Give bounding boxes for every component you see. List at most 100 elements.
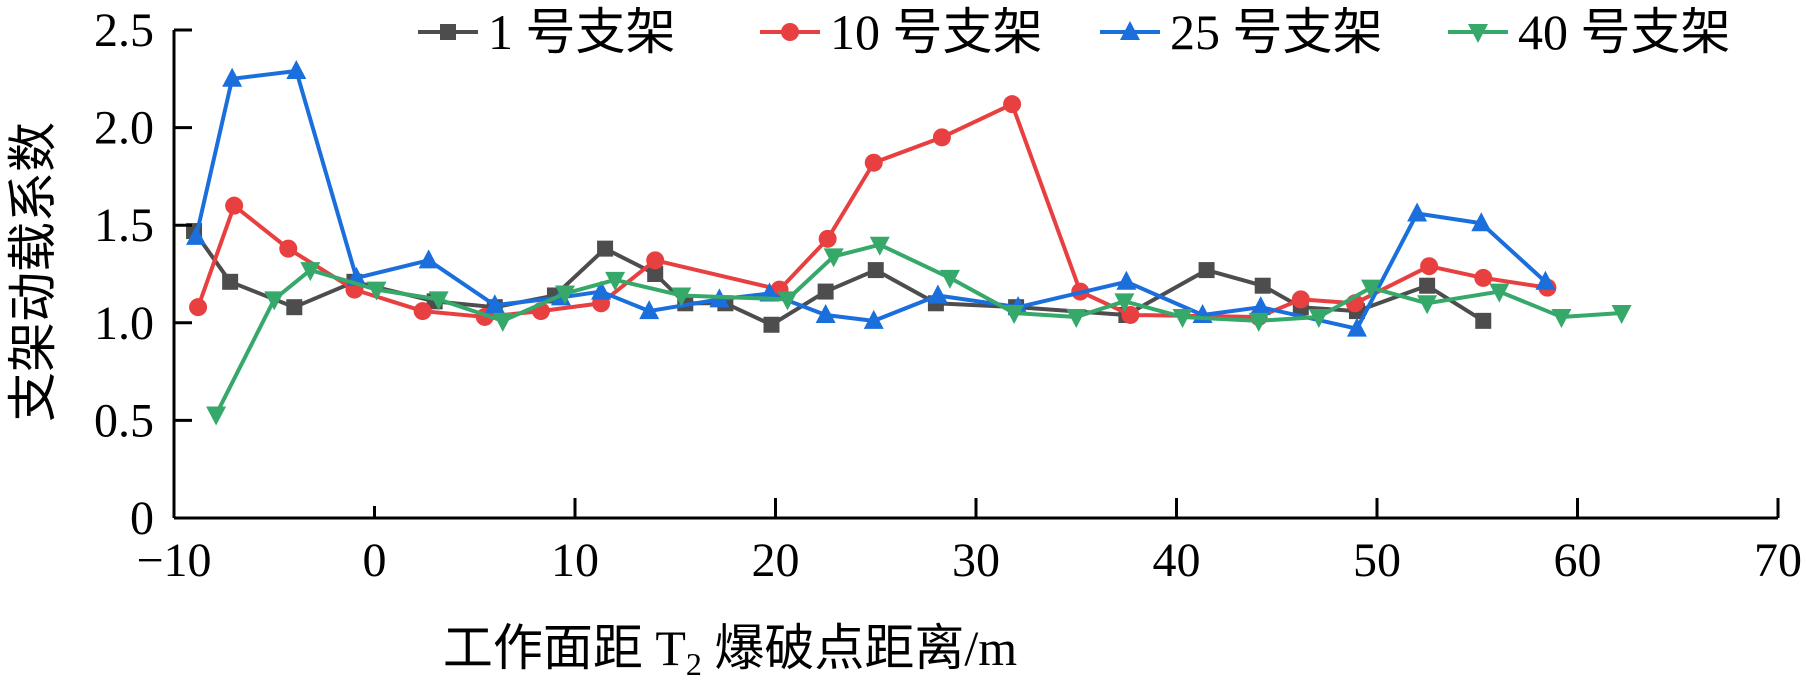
triangle-down-marker	[823, 248, 844, 268]
legend-item: 1 号支架	[418, 4, 676, 60]
square-marker	[222, 273, 239, 290]
legend-item: 40 号支架	[1448, 4, 1731, 60]
y-tick-label: 0	[130, 492, 154, 545]
x-tick-label: −10	[136, 534, 211, 587]
triangle-down-marker	[366, 281, 387, 301]
triangle-down-marker	[1172, 308, 1193, 328]
triangle-down-marker	[1066, 308, 1087, 328]
triangle-up-marker	[484, 294, 505, 314]
triangle-up-marker	[1535, 270, 1556, 290]
triangle-down-marker	[1489, 283, 1510, 303]
circle-marker	[932, 128, 951, 147]
triangle-down-marker	[1114, 293, 1135, 313]
square-marker	[597, 240, 614, 257]
triangle-up-marker	[927, 284, 948, 304]
circle-marker	[646, 251, 665, 270]
triangle-up-marker	[815, 303, 836, 323]
x-tick-label: 60	[1554, 534, 1602, 587]
triangle-up-marker	[418, 249, 439, 269]
series-line	[192, 229, 1485, 327]
x-axis-title: 工作面距 T2 爆破点距离/m	[443, 620, 1017, 682]
circle-marker	[864, 153, 883, 172]
legend-label: 10 号支架	[830, 4, 1043, 60]
legend-label: 25 号支架	[1170, 4, 1383, 60]
triangle-up-marker	[1471, 212, 1492, 232]
triangle-up-marker	[591, 280, 612, 300]
square-marker	[1475, 312, 1492, 329]
x-tick-label: 0	[363, 534, 387, 587]
triangle-down-marker	[605, 271, 626, 291]
series-circle	[189, 95, 1557, 326]
y-axis-ticks: 0 0.5 1.0 1.5 2.0 2.5	[94, 4, 192, 545]
circle-marker	[189, 298, 208, 317]
legend-item: 25 号支架	[1100, 4, 1383, 60]
legend-item: 10 号支架	[760, 4, 1043, 60]
y-tick-label: 2.5	[94, 4, 154, 57]
legend-label: 1 号支架	[488, 4, 676, 60]
x-tick-label: 40	[1153, 534, 1201, 587]
triangle-up-marker	[639, 300, 660, 320]
y-tick-label: 1.5	[94, 199, 154, 252]
triangle-up-marker	[1116, 270, 1137, 290]
circle-marker	[818, 229, 837, 248]
x-tick-label: 50	[1353, 534, 1401, 587]
series-line	[214, 242, 1622, 416]
triangle-up-marker	[286, 59, 307, 79]
y-tick-label: 2.0	[94, 102, 154, 155]
circle-marker	[1474, 268, 1493, 287]
circle-marker	[781, 23, 799, 41]
square-marker	[763, 316, 780, 333]
circle-marker	[413, 302, 432, 321]
series-line	[194, 68, 1547, 331]
triangle-up-marker	[186, 225, 207, 245]
triangle-down-marker	[1248, 312, 1269, 332]
triangle-down-marker	[1417, 295, 1438, 315]
triangle-down-marker	[1360, 279, 1381, 299]
triangle-up-marker	[1250, 296, 1271, 316]
square-marker	[440, 24, 456, 40]
x-axis-ticks: −10 0 10 20 30 40 50 60 70	[136, 498, 1802, 587]
series-line	[196, 102, 1548, 319]
triangle-down-marker	[671, 287, 692, 307]
triangle-down-marker	[428, 291, 449, 311]
y-tick-label: 1.0	[94, 297, 154, 350]
square-marker	[286, 299, 303, 316]
circle-marker	[279, 239, 298, 258]
triangle-down-marker	[206, 406, 227, 426]
triangle-down-marker	[554, 285, 575, 305]
square-marker	[1419, 277, 1436, 294]
triangle-up-marker	[1407, 202, 1428, 222]
triangle-down-marker	[492, 312, 513, 332]
x-tick-label: 20	[752, 534, 800, 587]
series-triangle-up	[186, 59, 1556, 337]
triangle-up-marker	[1120, 21, 1140, 40]
legend: 1 号支架 10 号支架 25 号支架 40 号支架	[418, 4, 1731, 60]
triangle-up-marker	[863, 309, 884, 329]
circle-marker	[1003, 95, 1022, 114]
triangle-down-marker	[869, 236, 890, 256]
circle-marker	[225, 196, 244, 215]
triangle-down-marker	[300, 262, 321, 282]
circle-marker	[1420, 257, 1439, 276]
square-marker	[1198, 262, 1215, 279]
x-tick-label: 10	[551, 534, 599, 587]
triangle-up-marker	[222, 67, 243, 87]
triangle-down-marker	[1004, 305, 1025, 325]
y-axis-title: 支架动载系数	[5, 122, 61, 422]
series-triangle-down	[206, 236, 1632, 426]
triangle-down-marker	[939, 269, 960, 289]
square-marker	[867, 262, 884, 279]
legend-label: 40 号支架	[1518, 4, 1731, 60]
x-tick-label: 30	[952, 534, 1000, 587]
triangle-down-marker	[1468, 24, 1488, 43]
plot-series-group	[186, 59, 1632, 426]
circle-marker	[1121, 305, 1140, 324]
triangle-down-marker	[1611, 305, 1632, 325]
triangle-up-marker	[1346, 317, 1367, 337]
square-marker	[817, 283, 834, 300]
x-tick-label: 70	[1754, 534, 1802, 587]
y-tick-label: 0.5	[94, 394, 154, 447]
triangle-down-marker	[1551, 308, 1572, 328]
triangle-down-marker	[777, 291, 798, 311]
